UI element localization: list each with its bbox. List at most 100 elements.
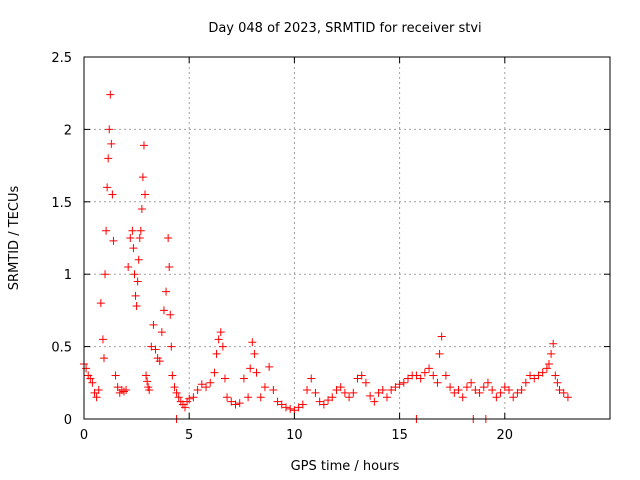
- data-point: [538, 368, 547, 377]
- data-point: [111, 371, 120, 380]
- data-point: [218, 342, 227, 351]
- data-point: [382, 393, 391, 402]
- data-point: [551, 371, 560, 380]
- data-point: [328, 393, 337, 402]
- data-point: [303, 386, 312, 395]
- data-point: [180, 403, 189, 412]
- data-point: [157, 328, 166, 337]
- data-point: [216, 328, 225, 337]
- x-axis-label: GPS time / hours: [291, 459, 400, 474]
- data-point: [155, 357, 164, 366]
- data-point: [90, 388, 99, 397]
- data-point: [137, 205, 146, 214]
- axis-ticks: 0 0.5 1 1.5 2 2.5 0 5 10 15 20: [51, 51, 610, 443]
- data-point: [82, 364, 91, 373]
- data-point: [220, 374, 229, 383]
- data-point: [349, 388, 358, 397]
- data-point: [135, 234, 144, 242]
- data-point: [458, 393, 467, 402]
- data-point: [517, 386, 526, 395]
- data-point: [99, 354, 108, 363]
- data-point: [549, 339, 558, 348]
- x-tick-label: 0: [80, 428, 88, 443]
- data-point: [147, 342, 156, 351]
- data-point: [395, 380, 404, 389]
- data-point: [294, 403, 303, 412]
- data-point: [174, 393, 183, 402]
- plot-frame: [83, 56, 611, 420]
- data-point: [530, 374, 539, 383]
- data-point: [307, 374, 316, 383]
- data-point: [412, 371, 421, 380]
- data-point: [214, 335, 223, 344]
- data-point: [492, 393, 501, 402]
- data-point: [404, 374, 413, 383]
- data-point: [103, 183, 112, 192]
- data-point: [521, 378, 530, 387]
- data-point: [101, 270, 110, 279]
- data-point: [340, 388, 349, 397]
- data-point: [231, 400, 240, 409]
- data-point: [202, 383, 211, 392]
- data-point: [122, 386, 131, 395]
- data-point: [435, 349, 444, 358]
- data-point: [526, 371, 535, 380]
- data-point: [450, 388, 459, 397]
- x-tick-label: 15: [391, 428, 408, 443]
- y-tick-label: 0.5: [51, 341, 72, 356]
- data-point: [104, 154, 113, 163]
- data-point: [500, 383, 509, 392]
- data-point: [131, 291, 140, 300]
- data-point: [138, 173, 147, 182]
- data-point: [555, 386, 564, 395]
- data-point: [130, 270, 139, 279]
- data-point: [559, 388, 568, 397]
- data-point: [128, 226, 137, 235]
- x-tick-label: 20: [497, 428, 514, 443]
- chart-title: Day 048 of 2023, SRMTID for receiver stv…: [208, 21, 481, 36]
- data-point: [547, 349, 556, 358]
- data-point: [149, 320, 158, 329]
- data-point: [378, 386, 387, 395]
- data-point: [281, 403, 290, 412]
- data-point: [193, 386, 202, 395]
- data-point: [108, 190, 117, 199]
- data-point: [387, 386, 396, 395]
- data-point: [265, 362, 274, 371]
- data-point: [248, 338, 257, 347]
- data-point: [425, 364, 434, 373]
- data-point: [454, 386, 463, 395]
- data-point: [210, 368, 219, 377]
- data-point: [166, 310, 175, 319]
- data-point: [260, 383, 269, 392]
- data-point: [143, 377, 152, 386]
- data-point: [534, 371, 543, 380]
- data-point: [94, 386, 103, 395]
- data-point: [374, 388, 383, 397]
- data-point: [563, 393, 572, 402]
- data-point: [345, 393, 354, 402]
- data-point: [185, 394, 194, 403]
- data-point: [437, 332, 446, 341]
- data-point: [479, 383, 488, 392]
- data-point: [298, 400, 307, 409]
- data-point: [361, 378, 370, 387]
- data-point: [509, 393, 518, 402]
- data-point: [189, 393, 198, 402]
- y-tick-label: 2.5: [51, 51, 72, 66]
- data-point: [142, 371, 151, 380]
- data-point: [290, 406, 299, 415]
- data-point: [109, 236, 118, 245]
- data-point: [462, 383, 471, 392]
- y-tick-label: 1: [64, 268, 72, 283]
- data-point: [206, 378, 215, 387]
- data-point: [353, 374, 362, 383]
- x-tick-label: 5: [185, 428, 193, 443]
- data-point: [86, 374, 95, 383]
- data-point: [170, 383, 179, 392]
- data-point: [505, 386, 514, 395]
- data-point: [139, 141, 148, 150]
- data-point: [134, 255, 143, 264]
- data-point: [542, 364, 551, 373]
